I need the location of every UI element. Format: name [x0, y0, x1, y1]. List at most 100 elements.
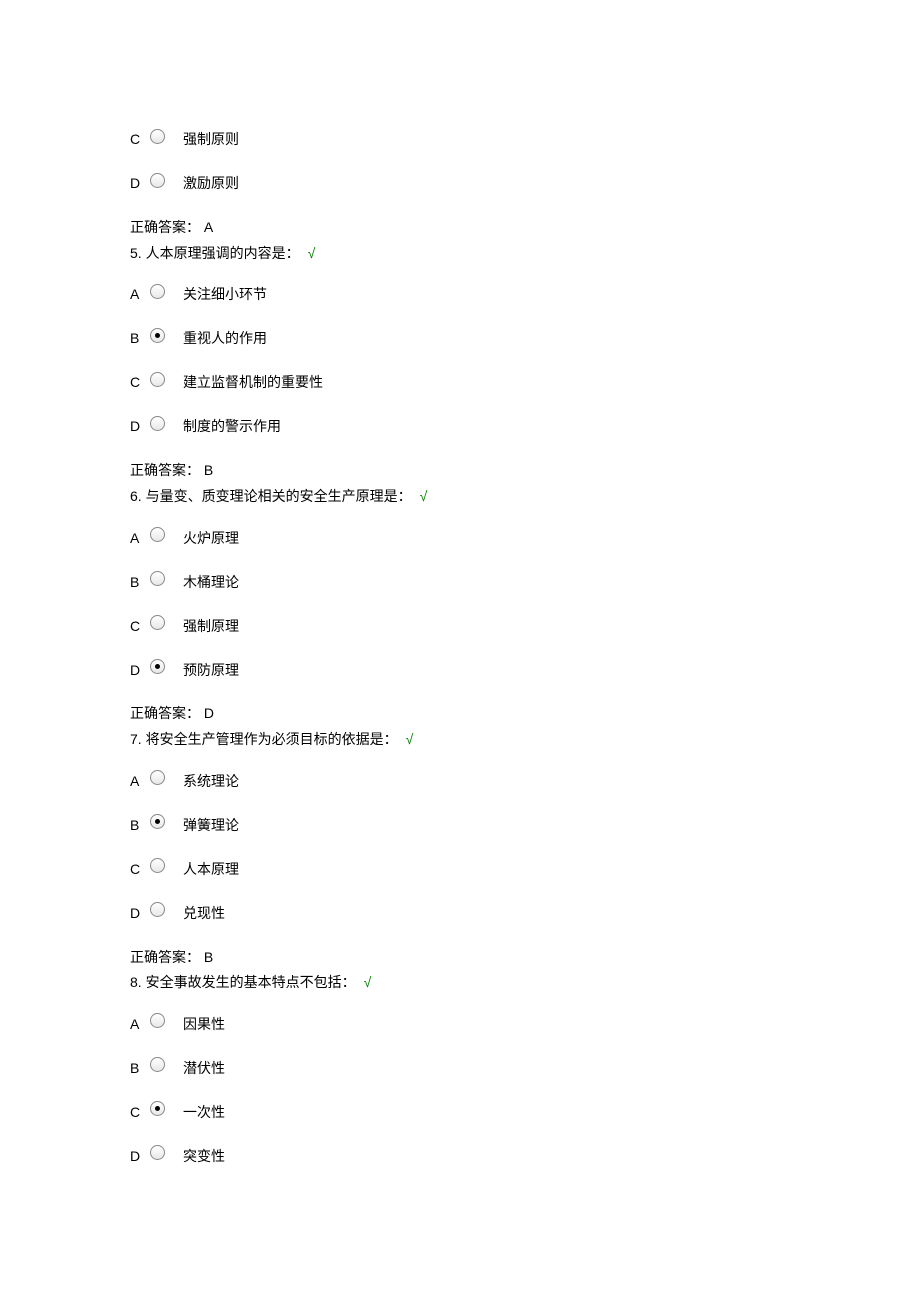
radio-button[interactable] [150, 814, 165, 829]
option-letter: B [130, 816, 150, 836]
option-text: 建立监督机制的重要性 [183, 373, 323, 393]
check-icon: √ [364, 974, 372, 990]
question-number: 6. [130, 488, 146, 504]
option-text: 重视人的作用 [183, 329, 267, 349]
question-number: 8. [130, 974, 146, 990]
radio-button[interactable] [150, 659, 165, 674]
answer-value: A [204, 219, 213, 235]
option-row: A 火炉原理 [130, 528, 920, 548]
radio-button[interactable] [150, 1013, 165, 1028]
check-icon: √ [420, 488, 428, 504]
answer-prefix: 正确答案： [130, 462, 200, 478]
option-row: B 木桶理论 [130, 572, 920, 592]
question-text: 与量变、质变理论相关的安全生产原理是： [146, 488, 412, 504]
answer-line: 正确答案： B [130, 461, 920, 481]
radio-button[interactable] [150, 858, 165, 873]
radio-button[interactable] [150, 173, 165, 188]
option-row: B 弹簧理论 [130, 816, 920, 836]
option-row: A 系统理论 [130, 772, 920, 792]
option-letter: C [130, 1103, 150, 1123]
answer-value: B [204, 462, 213, 478]
radio-button[interactable] [150, 527, 165, 542]
option-letter: A [130, 529, 150, 549]
option-row: B重视人的作用 [130, 329, 920, 349]
option-row: B潜伏性 [130, 1059, 920, 1079]
option-text: 强制原则 [183, 130, 239, 150]
question-line: 8. 安全事故发生的基本特点不包括： √ [130, 973, 920, 993]
radio-button[interactable] [150, 372, 165, 387]
option-letter: D [130, 1147, 150, 1167]
answer-value: D [204, 705, 214, 721]
option-text: 兑现性 [183, 904, 225, 924]
option-text: 因果性 [183, 1015, 225, 1035]
radio-button[interactable] [150, 328, 165, 343]
option-letter: A [130, 772, 150, 792]
option-letter: C [130, 373, 150, 393]
answer-line: 正确答案： D [130, 704, 920, 724]
check-icon: √ [308, 245, 316, 261]
answer-prefix: 正确答案： [130, 219, 200, 235]
option-text: 激励原则 [183, 174, 239, 194]
option-row: D 预防原理 [130, 660, 920, 680]
option-text: 强制原理 [183, 617, 239, 637]
option-row: D 激励原则 [130, 174, 920, 194]
radio-button[interactable] [150, 1057, 165, 1072]
option-letter: D [130, 661, 150, 681]
question-text: 将安全生产管理作为必须目标的依据是： [146, 731, 398, 747]
radio-button[interactable] [150, 571, 165, 586]
question-line: 7. 将安全生产管理作为必须目标的依据是：√ [130, 730, 920, 750]
answer-line: 正确答案： A [130, 218, 920, 238]
option-text: 火炉原理 [183, 529, 239, 549]
option-row: C 人本原理 [130, 860, 920, 880]
option-row: D 兑现性 [130, 904, 920, 924]
option-text: 潜伏性 [183, 1059, 225, 1079]
radio-dot-icon [155, 819, 160, 824]
option-row: C 强制原则 [130, 130, 920, 150]
radio-dot-icon [155, 1106, 160, 1111]
question-text: 安全事故发生的基本特点不包括： [146, 974, 356, 990]
radio-button[interactable] [150, 1145, 165, 1160]
option-text: 弹簧理论 [183, 816, 239, 836]
option-letter: A [130, 285, 150, 305]
radio-button[interactable] [150, 129, 165, 144]
option-row: D 突变性 [130, 1147, 920, 1167]
question-line: 6. 与量变、质变理论相关的安全生产原理是： √ [130, 487, 920, 507]
radio-button[interactable] [150, 902, 165, 917]
radio-button[interactable] [150, 770, 165, 785]
option-letter: D [130, 904, 150, 924]
option-text: 关注细小环节 [183, 285, 267, 305]
option-text: 系统理论 [183, 772, 239, 792]
option-letter: B [130, 573, 150, 593]
option-letter: D [130, 174, 150, 194]
initial-options-group: C 强制原则 D 激励原则 [130, 130, 920, 194]
option-text: 人本原理 [183, 860, 239, 880]
radio-button[interactable] [150, 284, 165, 299]
option-letter: A [130, 1015, 150, 1035]
quiz-page: C 强制原则 D 激励原则 正确答案： A 5. 人本原理强调的内容是： √ A 关注细小环… [0, 0, 920, 1251]
option-letter: C [130, 860, 150, 880]
question-number: 5. [130, 245, 146, 261]
question-text: 人本原理强调的内容是： [146, 245, 300, 261]
answer-value: B [204, 949, 213, 965]
option-row: C 强制原理 [130, 616, 920, 636]
radio-button[interactable] [150, 416, 165, 431]
option-text: 一次性 [183, 1103, 225, 1123]
option-letter: D [130, 417, 150, 437]
option-letter: C [130, 617, 150, 637]
option-text: 预防原理 [183, 661, 239, 681]
option-letter: C [130, 130, 150, 150]
radio-dot-icon [155, 664, 160, 669]
option-text: 突变性 [183, 1147, 225, 1167]
option-row: C 一次性 [130, 1103, 920, 1123]
option-text: 木桶理论 [183, 573, 239, 593]
question-number: 7. [130, 731, 146, 747]
option-row: D 制度的警示作用 [130, 417, 920, 437]
option-row: A 因果性 [130, 1015, 920, 1035]
radio-button[interactable] [150, 615, 165, 630]
radio-button[interactable] [150, 1101, 165, 1116]
questions-block: 5. 人本原理强调的内容是：√A关注细小环节B重视人的作用C建立监督机制的重要性… [130, 244, 920, 1167]
radio-dot-icon [155, 333, 160, 338]
option-text: 制度的警示作用 [183, 417, 281, 437]
option-row: C 建立监督机制的重要性 [130, 373, 920, 393]
answer-prefix: 正确答案： [130, 705, 200, 721]
